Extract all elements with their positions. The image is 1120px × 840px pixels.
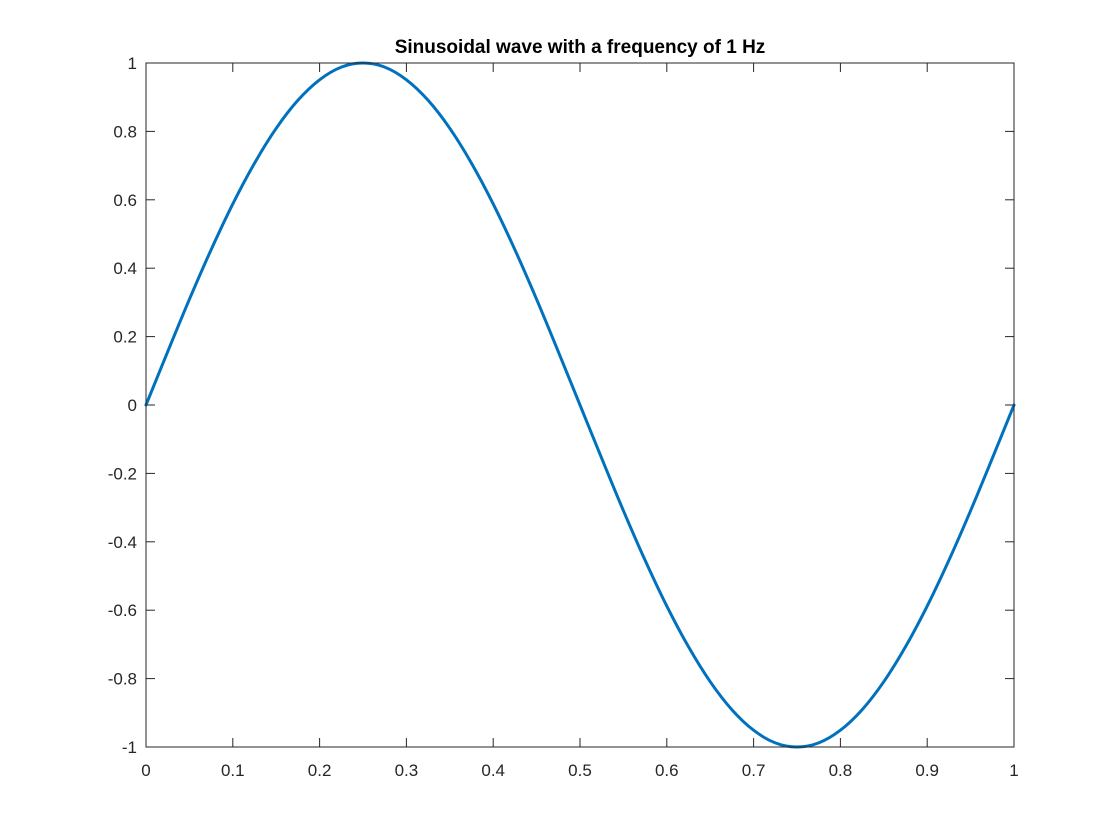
x-tick-label: 0.8 [829, 761, 853, 780]
x-tick-label: 0.5 [568, 761, 592, 780]
y-tick-label: 1 [128, 54, 137, 73]
y-tick-label: 0.4 [113, 259, 137, 278]
y-tick-label: 0.2 [113, 328, 137, 347]
tick-labels: 0 0.1 0.2 0.3 0.4 0.5 0.6 0.7 0.8 0.9 1 -1 -0.8 -0.6 -… [108, 54, 1019, 780]
y-tick-label: -0.2 [108, 464, 137, 483]
y-tick-label: 0 [128, 396, 137, 415]
axes-box [145, 62, 1015, 748]
x-tick-label: 0.7 [742, 761, 766, 780]
x-tick-label: 1 [1009, 761, 1018, 780]
y-tick-label: 0.8 [113, 122, 137, 141]
chart-title: Sinusoidal wave with a frequency of 1 Hz [395, 37, 766, 58]
y-tick-label: -0.6 [108, 601, 137, 620]
y-tick-label: 0.6 [113, 191, 137, 210]
y-tick-label: -0.4 [108, 533, 137, 552]
x-tick-label: 0.3 [395, 761, 419, 780]
x-tick-label: 0.1 [221, 761, 245, 780]
x-tick-label: 0.6 [655, 761, 679, 780]
series-layer [144, 61, 1016, 749]
x-tick-label: 0.4 [481, 761, 505, 780]
series-line [144, 61, 1016, 749]
y-tick-label: -1 [122, 738, 137, 757]
x-tick-label: 0 [141, 761, 150, 780]
x-tick-label: 0.9 [915, 761, 939, 780]
x-tick-label: 0.2 [308, 761, 332, 780]
y-tick-label: -0.8 [108, 670, 137, 689]
